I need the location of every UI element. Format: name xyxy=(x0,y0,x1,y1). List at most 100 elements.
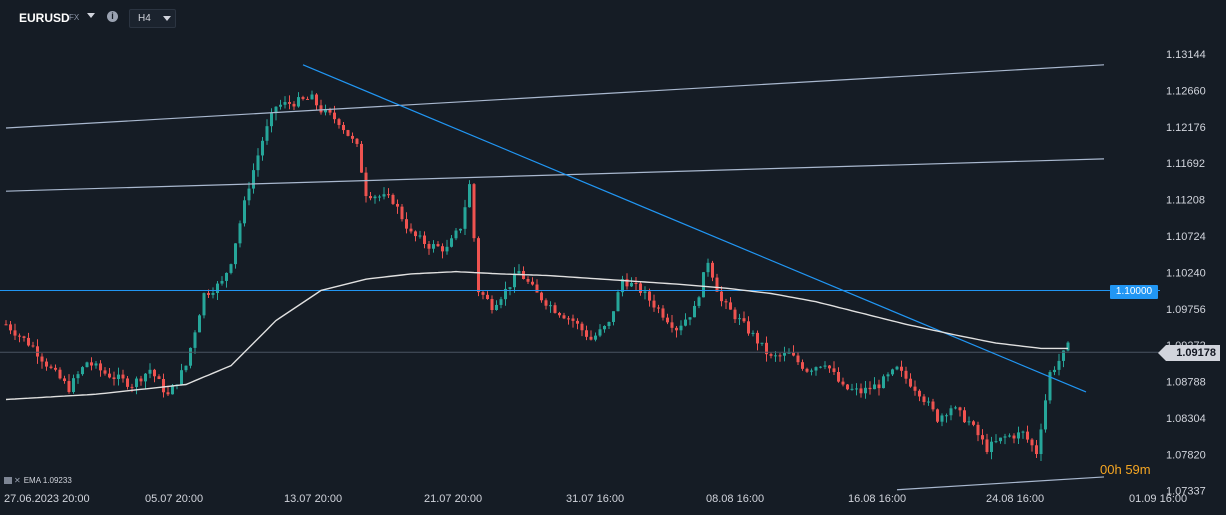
candle-body xyxy=(436,244,440,247)
candle xyxy=(211,287,215,299)
candle xyxy=(778,353,782,362)
candle-body xyxy=(4,324,8,326)
info-icon[interactable]: i xyxy=(107,11,118,22)
candle-body xyxy=(99,363,102,371)
candle-body xyxy=(900,366,903,371)
indicator-legend[interactable]: ✕ EMA 1.09233 xyxy=(4,476,72,485)
x-tick-label: 24.08 16:00 xyxy=(986,493,1044,505)
candle-body xyxy=(292,103,296,107)
candle-body xyxy=(814,367,818,371)
candle-body xyxy=(351,135,354,139)
candle xyxy=(391,193,395,205)
candle-body xyxy=(18,335,21,337)
candle-body xyxy=(130,386,134,388)
candle xyxy=(567,316,570,325)
candle xyxy=(621,275,624,297)
candle xyxy=(76,371,80,384)
candle xyxy=(22,335,26,342)
candle-body xyxy=(904,370,908,379)
candle xyxy=(238,220,242,248)
candle-body xyxy=(751,332,755,334)
candle-body xyxy=(778,355,782,357)
candle-body xyxy=(198,315,201,333)
candle-body xyxy=(139,378,143,382)
candle xyxy=(247,181,251,206)
time-axis: 27.06.2023 20:00 05.07 20:00 13.07 20:00 21… xyxy=(4,493,1187,505)
candle xyxy=(369,192,372,201)
candle-body xyxy=(796,355,800,363)
close-icon[interactable]: ✕ xyxy=(14,476,21,485)
candle xyxy=(40,353,44,369)
candle xyxy=(864,381,867,399)
horizontal-level-label[interactable]: 1.10000 xyxy=(1110,285,1158,299)
candle-body xyxy=(9,324,12,331)
candle-body xyxy=(189,347,192,366)
candle xyxy=(139,375,143,386)
candle xyxy=(220,276,224,286)
candle xyxy=(877,379,881,396)
candle xyxy=(828,364,831,373)
symbol-label[interactable]: EURUSD xyxy=(19,11,70,25)
y-tick-label: 1.12660 xyxy=(1166,85,1206,97)
support-bottom-trendline[interactable] xyxy=(896,476,1105,491)
candle xyxy=(387,188,390,199)
candle-body xyxy=(576,320,579,324)
candle-body xyxy=(427,243,431,249)
candle-body xyxy=(166,392,170,395)
candle-body xyxy=(661,308,665,318)
settings-icon[interactable] xyxy=(4,477,12,485)
candle-body xyxy=(994,441,998,443)
candle-body xyxy=(832,368,836,372)
price-axis: 1.13144 1.12660 1.12176 1.11692 1.11208 1.107… xyxy=(1166,49,1206,498)
candle xyxy=(288,95,291,110)
candle xyxy=(445,239,449,255)
candle-body xyxy=(868,387,872,390)
candle-body xyxy=(463,207,467,229)
candle-body xyxy=(229,264,233,273)
symbol-dropdown-icon[interactable] xyxy=(87,13,95,18)
channel-upper-trendline[interactable] xyxy=(5,64,1105,129)
candle-body xyxy=(648,291,651,301)
candle-body xyxy=(486,294,489,300)
candle-body xyxy=(445,246,449,252)
candle xyxy=(409,223,413,234)
candle xyxy=(796,352,800,366)
candle-body xyxy=(801,362,804,369)
candle-body xyxy=(949,408,953,416)
y-tick-label: 1.09756 xyxy=(1166,304,1206,316)
candle xyxy=(202,292,206,319)
candle xyxy=(531,277,534,286)
y-tick-label: 1.08304 xyxy=(1166,413,1206,425)
candle-body xyxy=(180,370,183,385)
candle-body xyxy=(598,329,602,336)
candle-body xyxy=(31,345,35,347)
candle xyxy=(945,413,948,423)
candle xyxy=(607,321,611,329)
candle-body xyxy=(747,321,750,334)
candle-body xyxy=(810,370,813,372)
candle xyxy=(265,119,269,145)
channel-lower-trendline[interactable] xyxy=(5,158,1105,192)
candle xyxy=(648,288,651,307)
candle-body xyxy=(157,376,161,380)
candle xyxy=(918,389,921,402)
candle xyxy=(436,241,440,247)
y-tick-label: 1.10240 xyxy=(1166,267,1206,279)
candle xyxy=(985,433,989,455)
candle xyxy=(517,264,521,274)
candle-body xyxy=(1044,400,1047,430)
candle xyxy=(670,314,674,333)
candle xyxy=(1039,423,1043,461)
candle-body xyxy=(612,311,615,322)
candle-body xyxy=(81,367,84,375)
candle-body xyxy=(1003,436,1007,438)
candle xyxy=(585,325,588,341)
downtrend-trendline[interactable] xyxy=(302,64,1087,393)
candle-body xyxy=(148,369,152,374)
candle xyxy=(540,291,543,303)
candle xyxy=(166,385,170,397)
candle xyxy=(198,314,201,333)
timeframe-selector[interactable]: H4 xyxy=(129,9,176,28)
candle-body xyxy=(450,238,453,247)
